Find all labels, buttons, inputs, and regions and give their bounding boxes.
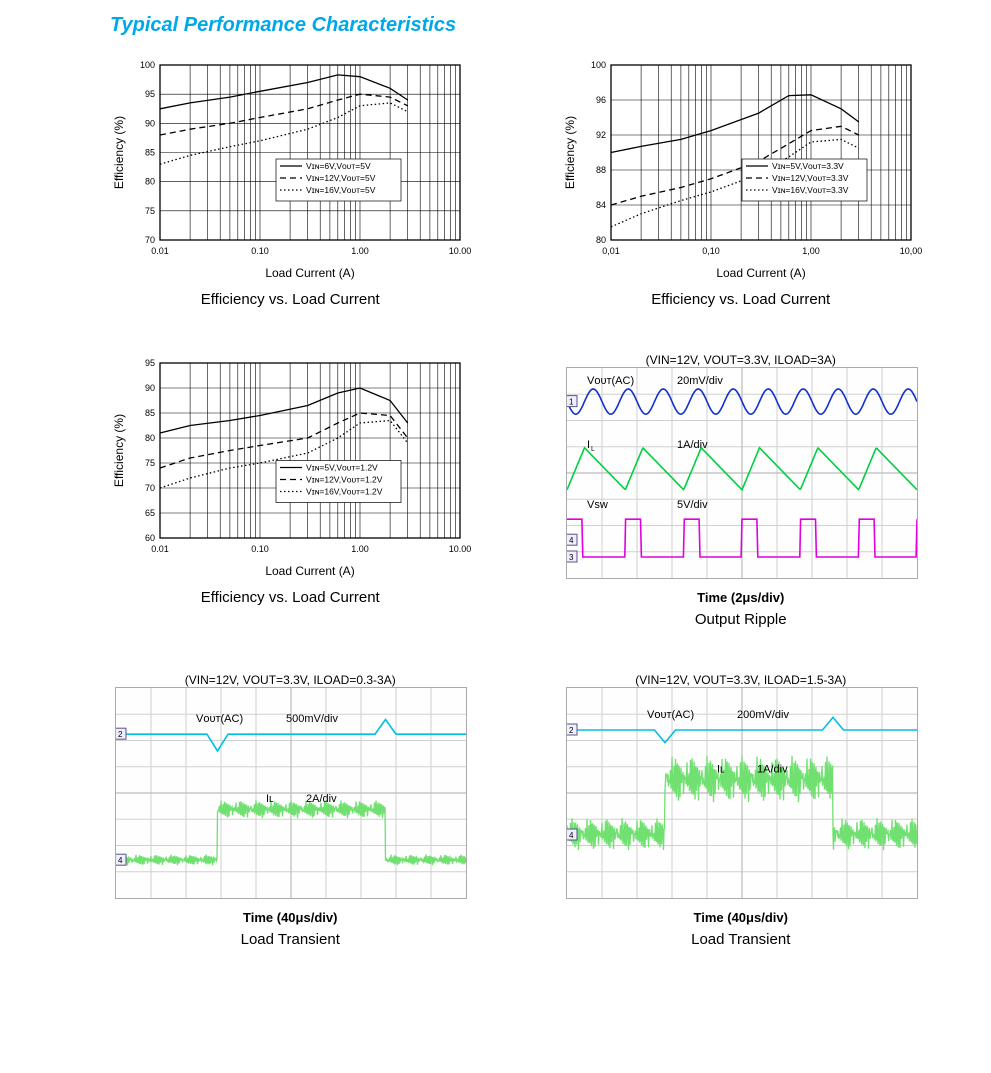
svg-text:4: 4: [569, 536, 574, 545]
svg-text:1,00: 1,00: [802, 246, 820, 256]
chart-caption: Efficiency vs. Load Current: [201, 291, 380, 308]
scope-ripple: (VIN=12V, VOUT=3.3V, ILOAD=3A) Vᴏᴜᴛ(AC) 2…: [541, 353, 942, 628]
svg-text:Vᴏᴜᴛ(AC): Vᴏᴜᴛ(AC): [647, 709, 694, 721]
svg-text:Vɪɴ=16V,Vᴏᴜᴛ=3.3V: Vɪɴ=16V,Vᴏᴜᴛ=3.3V: [772, 185, 849, 195]
svg-text:Vɪɴ=12V,Vᴏᴜᴛ=1.2V: Vɪɴ=12V,Vᴏᴜᴛ=1.2V: [306, 475, 383, 485]
chart-caption: Efficiency vs. Load Current: [651, 291, 830, 308]
eff-chart-svg: 60 65 70 75 80 85 90 95 0.01 0.10 1.00 10.00 Load Cu…: [105, 353, 475, 583]
svg-text:I: I: [587, 439, 590, 451]
svg-text:80: 80: [596, 235, 606, 245]
svg-text:Load Current (A): Load Current (A): [716, 266, 805, 280]
svg-text:Vɪɴ=6V,Vᴏᴜᴛ=5V: Vɪɴ=6V,Vᴏᴜᴛ=5V: [306, 161, 371, 171]
svg-text:Vɪɴ=16V,Vᴏᴜᴛ=1.2V: Vɪɴ=16V,Vᴏᴜᴛ=1.2V: [306, 487, 383, 497]
svg-text:0.01: 0.01: [151, 246, 169, 256]
scope-svg: Vᴏᴜᴛ(AC) 20mV/div IL 1A/div Vsᴡ 5V/div 1 4 3: [566, 367, 918, 579]
svg-text:Vᴏᴜᴛ(AC): Vᴏᴜᴛ(AC): [587, 375, 634, 387]
scope-xlabel: Time (2μs/div): [697, 590, 784, 605]
svg-text:90: 90: [145, 118, 155, 128]
chart-caption: Efficiency vs. Load Current: [201, 589, 380, 606]
svg-text:Efficiency (%): Efficiency (%): [112, 414, 126, 487]
svg-text:92: 92: [596, 130, 606, 140]
svg-text:Load Current (A): Load Current (A): [266, 564, 355, 578]
svg-text:70: 70: [145, 235, 155, 245]
svg-text:Iʟ: Iʟ: [266, 793, 274, 805]
svg-text:96: 96: [596, 95, 606, 105]
svg-text:500mV/div: 500mV/div: [286, 713, 338, 725]
svg-text:2: 2: [118, 730, 123, 739]
svg-text:65: 65: [145, 508, 155, 518]
scope-xlabel: Time (40μs/div): [243, 910, 337, 925]
svg-text:Iʟ: Iʟ: [717, 763, 725, 775]
eff-chart-svg: 80 84 88 92 96 100 0,01 0,10 1,00 10,00 Load Curre…: [556, 55, 926, 285]
chart-grid: 70 75 80 85 90 95 100 0.01 0.10 1.00 10.00 Load Cur…: [10, 55, 981, 948]
svg-text:0.01: 0.01: [151, 544, 169, 554]
svg-text:100: 100: [591, 60, 606, 70]
scope-svg: Vᴏᴜᴛ(AC) 500mV/div Iʟ 2A/div 2 4: [115, 687, 467, 899]
svg-text:Load Current (A): Load Current (A): [266, 266, 355, 280]
svg-text:1A/div: 1A/div: [677, 439, 708, 451]
svg-text:0.10: 0.10: [251, 544, 269, 554]
scope-xlabel: Time (40μs/div): [694, 910, 788, 925]
svg-text:95: 95: [145, 89, 155, 99]
eff-chart-1: 80 84 88 92 96 100 0,01 0,10 1,00 10,00 Load Curre…: [541, 55, 942, 308]
eff-chart-2: 60 65 70 75 80 85 90 95 0.01 0.10 1.00 10.00 Load Cu…: [90, 353, 491, 628]
chart-caption: Load Transient: [691, 931, 790, 948]
svg-text:1.00: 1.00: [351, 544, 369, 554]
scope-transient-1: (VIN=12V, VOUT=3.3V, ILOAD=1.5-3A) Vᴏᴜᴛ(…: [541, 673, 942, 948]
svg-text:0,01: 0,01: [602, 246, 620, 256]
svg-text:70: 70: [145, 483, 155, 493]
svg-text:20mV/div: 20mV/div: [677, 375, 723, 387]
scope-transient-0: (VIN=12V, VOUT=3.3V, ILOAD=0.3-3A) Vᴏᴜᴛ(…: [90, 673, 491, 948]
svg-text:100: 100: [140, 60, 155, 70]
scope-condition: (VIN=12V, VOUT=3.3V, ILOAD=3A): [646, 353, 836, 367]
svg-text:85: 85: [145, 148, 155, 158]
svg-text:L: L: [591, 446, 595, 453]
chart-caption: Load Transient: [241, 931, 340, 948]
svg-text:88: 88: [596, 165, 606, 175]
svg-text:4: 4: [569, 831, 574, 840]
chart-caption: Output Ripple: [695, 611, 787, 628]
svg-text:75: 75: [145, 206, 155, 216]
svg-text:1: 1: [569, 398, 574, 407]
svg-text:Vɪɴ=12V,Vᴏᴜᴛ=3.3V: Vɪɴ=12V,Vᴏᴜᴛ=3.3V: [772, 173, 849, 183]
svg-text:0.10: 0.10: [251, 246, 269, 256]
scope-condition: (VIN=12V, VOUT=3.3V, ILOAD=1.5-3A): [635, 673, 846, 687]
svg-text:1.00: 1.00: [351, 246, 369, 256]
svg-text:10,00: 10,00: [899, 246, 922, 256]
svg-text:80: 80: [145, 177, 155, 187]
svg-text:Vsᴡ: Vsᴡ: [587, 499, 608, 511]
svg-text:2: 2: [569, 726, 574, 735]
eff-chart-0: 70 75 80 85 90 95 100 0.01 0.10 1.00 10.00 Load Cur…: [90, 55, 491, 308]
svg-text:85: 85: [145, 408, 155, 418]
svg-text:95: 95: [145, 358, 155, 368]
svg-text:Vɪɴ=5V,Vᴏᴜᴛ=3.3V: Vɪɴ=5V,Vᴏᴜᴛ=3.3V: [772, 161, 844, 171]
scope-svg: Vᴏᴜᴛ(AC) 200mV/div Iʟ 1A/div 2 4: [566, 687, 918, 899]
svg-text:80: 80: [145, 433, 155, 443]
scope-condition: (VIN=12V, VOUT=3.3V, ILOAD=0.3-3A): [185, 673, 396, 687]
svg-text:5V/div: 5V/div: [677, 499, 708, 511]
svg-text:0,10: 0,10: [702, 246, 720, 256]
svg-text:Vᴏᴜᴛ(AC): Vᴏᴜᴛ(AC): [196, 713, 243, 725]
eff-chart-svg: 70 75 80 85 90 95 100 0.01 0.10 1.00 10.00 Load Cur…: [105, 55, 475, 285]
svg-text:3: 3: [569, 553, 574, 562]
svg-text:75: 75: [145, 458, 155, 468]
svg-text:4: 4: [118, 856, 123, 865]
svg-text:1A/div: 1A/div: [757, 763, 788, 775]
svg-text:10.00: 10.00: [449, 544, 472, 554]
svg-text:Vɪɴ=12V,Vᴏᴜᴛ=5V: Vɪɴ=12V,Vᴏᴜᴛ=5V: [306, 173, 376, 183]
svg-text:Vɪɴ=16V,Vᴏᴜᴛ=5V: Vɪɴ=16V,Vᴏᴜᴛ=5V: [306, 185, 376, 195]
svg-text:60: 60: [145, 533, 155, 543]
svg-text:2A/div: 2A/div: [306, 793, 337, 805]
svg-text:10.00: 10.00: [449, 246, 472, 256]
svg-text:Vɪɴ=5V,Vᴏᴜᴛ=1.2V: Vɪɴ=5V,Vᴏᴜᴛ=1.2V: [306, 463, 378, 473]
svg-text:Efficiency (%): Efficiency (%): [563, 116, 577, 189]
svg-text:Efficiency (%): Efficiency (%): [112, 116, 126, 189]
svg-text:84: 84: [596, 200, 606, 210]
svg-text:90: 90: [145, 383, 155, 393]
page-title: Typical Performance Characteristics: [110, 14, 981, 37]
svg-text:200mV/div: 200mV/div: [737, 709, 789, 721]
